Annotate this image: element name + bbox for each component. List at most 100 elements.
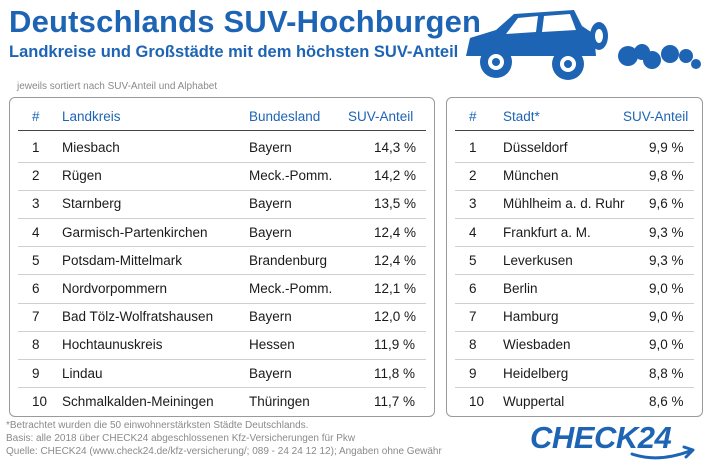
table-row: 8 Hochtaunuskreis Hessen 11,9 % — [10, 330, 434, 359]
landkreis-cell: Miesbach — [62, 140, 120, 155]
rank-cell: 10 — [32, 393, 48, 409]
row-divider — [455, 161, 694, 163]
bundesland-cell: Bayern — [249, 224, 292, 240]
rank-cell: 3 — [32, 196, 40, 212]
suv-anteil-cell: 9,8 % — [649, 168, 684, 184]
landkreis-cell: Potsdam-Mittelmark — [62, 252, 183, 268]
staedte-table: # Stadt* SUV-Anteil 1 Düsseldorf 9,9 % 2 Mün… — [446, 97, 703, 417]
table-row: 4 Frankfurt a. M. 9,3 % — [447, 218, 702, 247]
row-divider — [455, 217, 694, 219]
bundesland-cell: Bayern — [249, 309, 292, 325]
header-divider — [455, 130, 694, 131]
suv-anteil-cell: 9,6 % — [649, 196, 684, 212]
suv-anteil-cell: 11,7 % — [374, 393, 416, 409]
bundesland-cell: Hessen — [249, 337, 295, 353]
row-divider — [18, 189, 426, 191]
column-header-landkreis: Landkreis — [62, 109, 121, 124]
suv-anteil-cell: 9,0 % — [649, 337, 684, 353]
stadt-cell: Wuppertal — [503, 393, 565, 409]
table-row: 7 Bad Tölz-Wolfratshausen Bayern 12,0 % — [10, 302, 434, 331]
landkreis-cell: Starnberg — [62, 196, 122, 212]
stadt-cell: Berlin — [503, 281, 538, 296]
suv-anteil-cell: 9,0 % — [649, 281, 684, 296]
rank-cell: 2 — [32, 168, 40, 184]
suv-anteil-cell: 13,5 % — [374, 196, 417, 212]
row-divider — [18, 302, 426, 304]
suv-anteil-cell: 9,3 % — [649, 252, 684, 268]
rank-cell: 5 — [469, 252, 477, 268]
suv-anteil-cell: 12,1 % — [374, 281, 417, 296]
row-divider — [455, 358, 694, 360]
suv-anteil-cell: 12,4 % — [374, 252, 417, 268]
suv-anteil-cell: 12,4 % — [374, 224, 417, 240]
suv-anteil-cell: 14,2 % — [374, 168, 417, 184]
rank-cell: 6 — [32, 281, 40, 296]
table-row: 10 Wuppertal 8,6 % — [447, 387, 702, 416]
row-divider — [455, 387, 694, 389]
bundesland-cell: Thüringen — [249, 393, 310, 409]
suv-anteil-cell: 8,6 % — [649, 393, 684, 409]
table-row: 10 Schmalkalden-Meiningen Thüringen 11,7 % — [10, 387, 434, 416]
footer-note-cities: *Betrachtet wurden die 50 einwohnerstärk… — [6, 420, 309, 431]
rank-cell: 8 — [469, 337, 477, 353]
column-header-suv-anteil: SUV-Anteil — [623, 109, 689, 124]
row-divider — [18, 217, 426, 219]
check24-logo: CHECK24 — [530, 420, 695, 460]
table-row: 2 Rügen Meck.-Pomm. 14,2 % — [10, 161, 434, 190]
rank-cell: 3 — [469, 196, 477, 212]
rank-cell: 1 — [32, 140, 40, 155]
footer-notes: *Betrachtet wurden die 50 einwohnerstärk… — [6, 419, 442, 458]
footer-note-source: Quelle: CHECK24 (www.check24.de/kfz-vers… — [6, 446, 442, 457]
landkreis-cell: Nordvorpommern — [62, 281, 168, 296]
stadt-cell: Düsseldorf — [503, 140, 568, 155]
rank-cell: 8 — [32, 337, 40, 353]
table-row: 3 Mühlheim a. d. Ruhr 9,6 % — [447, 189, 702, 218]
landkreis-cell: Bad Tölz-Wolfratshausen — [62, 309, 214, 325]
rank-cell: 10 — [469, 393, 485, 409]
column-header-stadt: Stadt* — [503, 109, 540, 124]
stadt-cell: Frankfurt a. M. — [503, 224, 591, 240]
landkreis-cell: Rügen — [62, 168, 102, 184]
table-row: 3 Starnberg Bayern 13,5 % — [10, 189, 434, 218]
landkreis-cell: Garmisch-Partenkirchen — [62, 224, 208, 240]
suv-car-exhaust-icon — [466, 10, 701, 80]
page-title: Deutschlands SUV-Hochburgen — [9, 4, 482, 39]
landkreis-cell: Schmalkalden-Meiningen — [62, 393, 214, 409]
stadt-cell: München — [503, 168, 559, 184]
bundesland-cell: Bayern — [249, 196, 292, 212]
table-row: 6 Nordvorpommern Meck.-Pomm. 12,1 % — [10, 274, 434, 303]
landkreis-cell: Hochtaunuskreis — [62, 337, 163, 353]
row-divider — [455, 330, 694, 332]
rank-cell: 9 — [469, 365, 477, 381]
table-row: 7 Hamburg 9,0 % — [447, 302, 702, 331]
bundesland-cell: Bayern — [249, 365, 292, 381]
row-divider — [18, 161, 426, 163]
table-row: 6 Berlin 9,0 % — [447, 274, 702, 303]
bundesland-cell: Meck.-Pomm. — [249, 168, 333, 184]
rank-cell: 6 — [469, 281, 477, 296]
rank-cell: 7 — [469, 309, 477, 325]
table-row: 9 Lindau Bayern 11,8 % — [10, 359, 434, 388]
row-divider — [18, 387, 426, 389]
logo-text: CHECK24 — [530, 420, 671, 455]
column-header-bundesland: Bundesland — [249, 109, 321, 124]
suv-anteil-cell: 9,0 % — [649, 309, 684, 325]
bundesland-cell: Meck.-Pomm. — [249, 281, 333, 296]
suv-anteil-cell: 11,8 % — [374, 365, 416, 381]
suv-anteil-cell: 9,3 % — [649, 224, 684, 240]
row-divider — [455, 246, 694, 248]
landkreise-table: # Landkreis Bundesland SUV-Anteil 1 Miesb… — [9, 97, 435, 417]
suv-anteil-cell: 8,8 % — [649, 365, 684, 381]
column-header-suv-anteil: SUV-Anteil — [348, 109, 414, 124]
rank-cell: 2 — [469, 168, 477, 184]
rank-cell: 9 — [32, 365, 40, 381]
bundesland-cell: Brandenburg — [249, 252, 328, 268]
suv-anteil-cell: 14,3 % — [374, 140, 417, 155]
stadt-cell: Hamburg — [503, 309, 559, 325]
column-header-rank: # — [469, 109, 477, 124]
rank-cell: 7 — [32, 309, 40, 325]
suv-anteil-cell: 12,0 % — [374, 309, 417, 325]
page-subtitle: Landkreise und Großstädte mit dem höchst… — [9, 43, 459, 61]
header-divider — [18, 130, 426, 131]
suv-anteil-cell: 11,9 % — [374, 337, 416, 353]
